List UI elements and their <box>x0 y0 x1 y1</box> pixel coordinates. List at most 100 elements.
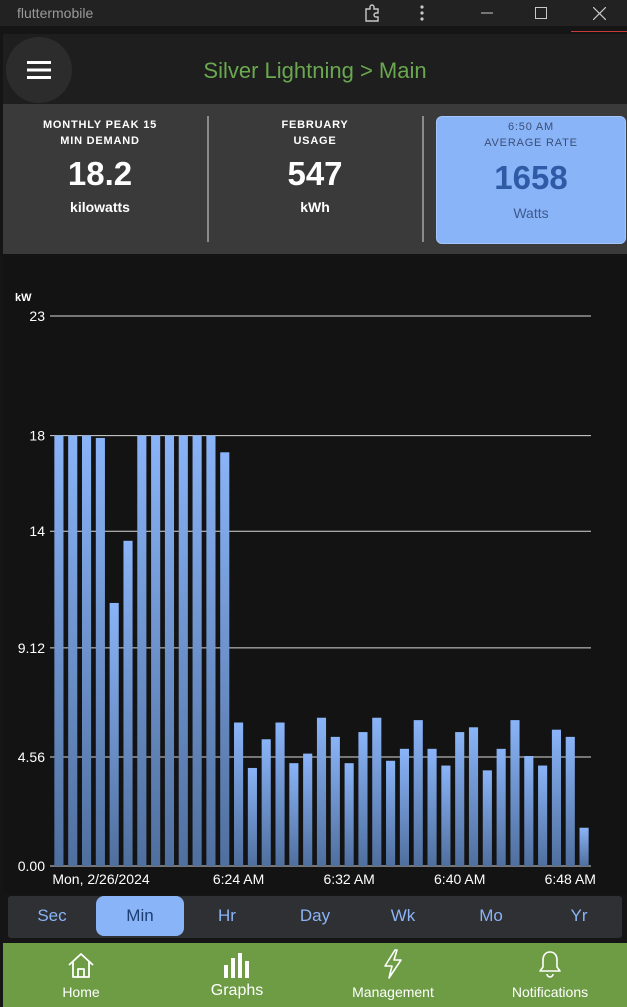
tab-sec[interactable]: Sec <box>37 906 67 925</box>
stats-divider <box>422 116 424 242</box>
chart-bar[interactable] <box>372 717 382 866</box>
tab-wk[interactable]: Wk <box>390 906 416 925</box>
average-rate-card[interactable]: 6:50 AM AVERAGE RATE 1658 Watts <box>436 116 626 244</box>
chart-bar[interactable] <box>178 435 188 866</box>
chart-bar[interactable] <box>123 540 133 866</box>
chart-bar[interactable] <box>413 720 423 866</box>
chart-bar[interactable] <box>510 720 520 866</box>
chart-bar[interactable] <box>386 760 396 866</box>
chart-bar[interactable] <box>234 722 244 866</box>
peak-demand-value: 18.2 <box>67 155 133 192</box>
window-titlebar: fluttermobile <box>0 0 627 32</box>
average-rate-time: 6:50 AM <box>508 121 554 133</box>
y-tick-label: 14 <box>29 523 45 539</box>
chart-bar[interactable] <box>164 435 175 866</box>
y-tick-label: 0.00 <box>18 858 45 874</box>
stats-divider <box>207 116 209 242</box>
tab-mo[interactable]: Mo <box>479 906 503 925</box>
chart-bar[interactable] <box>330 736 340 866</box>
nav-notifications[interactable]: Notifications <box>495 943 605 1007</box>
home-icon <box>68 953 94 978</box>
chart-bar[interactable] <box>95 437 105 866</box>
chart-bar[interactable] <box>137 435 147 866</box>
y-tick-label: 18 <box>29 428 45 444</box>
nav-management-label: Management <box>352 984 434 1000</box>
chart-bar[interactable] <box>316 717 327 866</box>
chart-bar[interactable] <box>468 727 479 866</box>
window-accent-line <box>571 31 627 32</box>
chart-bar[interactable] <box>206 435 216 866</box>
chart-bar[interactable] <box>551 729 562 866</box>
tab-hr[interactable]: Hr <box>218 906 236 925</box>
chart-bar[interactable] <box>441 765 451 866</box>
chart-bar[interactable] <box>275 722 285 866</box>
maximize-icon[interactable] <box>521 0 561 26</box>
x-tick-label: 6:48 AM <box>545 871 596 887</box>
x-tick-label: Mon, 2/26/2024 <box>52 871 150 887</box>
peak-demand-label-2: MIN DEMAND <box>60 135 140 147</box>
chart-bar[interactable] <box>565 736 575 866</box>
monthly-usage-card: FEBRUARY USAGE 547 kWh <box>220 117 410 245</box>
bell-icon <box>539 951 561 978</box>
nav-home-label: Home <box>62 984 100 1000</box>
y-axis-label: kW <box>15 292 32 304</box>
more-options-icon[interactable] <box>402 0 442 26</box>
chart-bar[interactable] <box>261 739 271 866</box>
average-rate-label: AVERAGE RATE <box>484 137 578 149</box>
x-tick-label: 6:40 AM <box>434 871 485 887</box>
page-title: Silver Lightning > Main <box>203 58 427 83</box>
chart-bar[interactable] <box>247 767 257 866</box>
chart-bar[interactable] <box>192 435 202 866</box>
range-tabs: Sec Min Hr Day Wk Mo Yr <box>8 896 622 938</box>
chart-bar[interactable] <box>427 748 437 866</box>
nav-management[interactable]: Management <box>338 943 448 1007</box>
chart-bar[interactable] <box>482 770 492 866</box>
chart-bar[interactable] <box>399 748 409 866</box>
nav-graphs-label: Graphs <box>210 982 264 999</box>
average-rate-unit: Watts <box>513 205 549 221</box>
bottom-navigation: Home Graphs Management Notifications <box>3 943 627 1007</box>
y-tick-label: 4.56 <box>18 749 45 765</box>
chart-bar[interactable] <box>68 435 78 866</box>
x-tick-label: 6:32 AM <box>323 871 374 887</box>
monthly-usage-unit: kWh <box>300 199 330 215</box>
chart-bar[interactable] <box>81 435 92 866</box>
minimize-icon[interactable] <box>467 0 507 26</box>
chart-bar[interactable] <box>220 452 230 866</box>
chart-bar[interactable] <box>54 435 64 866</box>
monthly-usage-label-2: USAGE <box>293 135 337 147</box>
menu-button[interactable] <box>6 37 72 103</box>
extension-icon[interactable] <box>352 0 392 26</box>
chart-bar[interactable] <box>109 602 119 866</box>
close-icon[interactable] <box>579 0 619 26</box>
chart-bar[interactable] <box>303 753 313 866</box>
chart-bar[interactable] <box>151 435 161 866</box>
chart-bar[interactable] <box>524 756 534 866</box>
peak-demand-label-1: MONTHLY PEAK 15 <box>42 119 158 131</box>
chart-bar[interactable] <box>538 765 548 866</box>
chart-bar[interactable] <box>358 732 368 866</box>
lightning-icon <box>384 949 402 979</box>
chart-bar[interactable] <box>496 748 506 866</box>
tab-day[interactable]: Day <box>299 906 331 925</box>
monthly-usage-label-1: FEBRUARY <box>281 119 349 131</box>
chart-bar[interactable] <box>579 827 589 866</box>
tab-yr[interactable]: Yr <box>570 906 588 925</box>
average-rate-value: 1658 <box>494 159 568 196</box>
app-bar: Silver Lightning > Main <box>3 34 627 104</box>
demand-chart-svg: kW 0.00 4.56 9.12 14 18 23 Mon, 2/26/2024 6:24… <box>15 292 596 887</box>
chart-bar[interactable] <box>289 763 299 866</box>
bar-chart-icon <box>224 953 249 978</box>
chart-bar[interactable] <box>344 763 354 866</box>
peak-demand-card: MONTHLY PEAK 15 MIN DEMAND 18.2 kilowatt… <box>5 117 195 245</box>
tab-min[interactable]: Min <box>96 896 184 936</box>
hamburger-icon <box>27 61 51 79</box>
demand-chart: kW 0.00 4.56 9.12 14 18 23 Mon, 2/26/2024 6:24… <box>3 254 627 894</box>
x-tick-label: 6:24 AM <box>213 871 264 887</box>
chart-bar[interactable] <box>455 732 465 866</box>
nav-graphs[interactable]: Graphs <box>197 943 277 1007</box>
peak-demand-unit: kilowatts <box>70 199 130 215</box>
y-tick-label: 9.12 <box>18 640 45 656</box>
nav-home[interactable]: Home <box>41 943 121 1007</box>
y-tick-label: 23 <box>29 308 45 324</box>
